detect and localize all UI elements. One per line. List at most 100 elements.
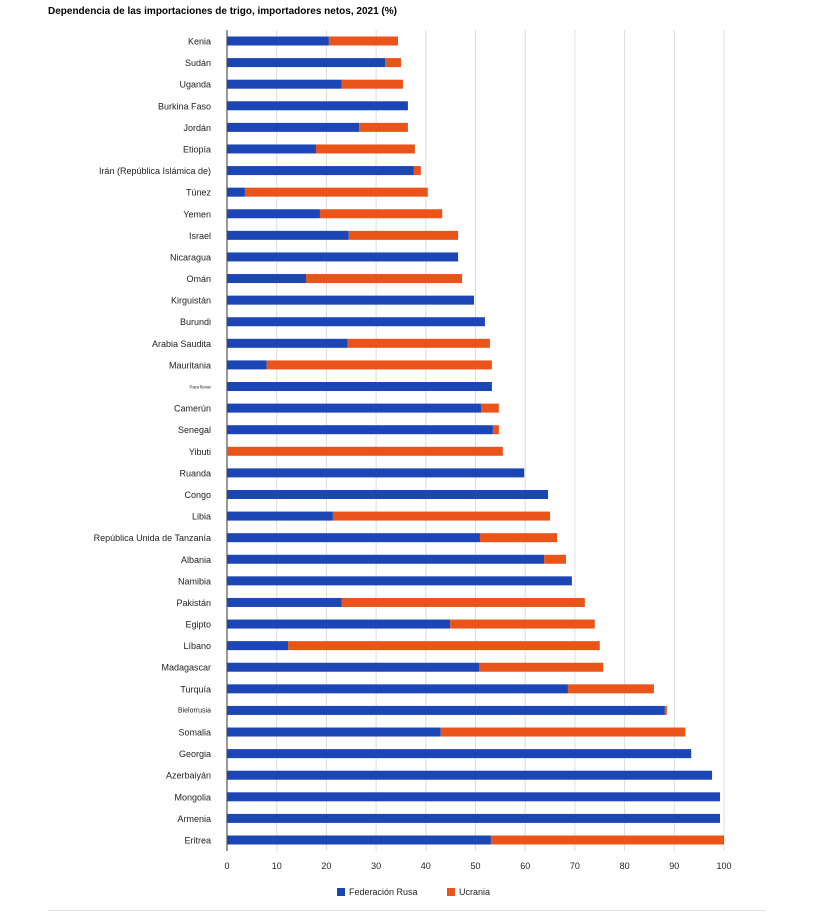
bar-ukraine bbox=[567, 684, 654, 694]
category-label: Israel bbox=[189, 231, 211, 241]
category-label: Georgia bbox=[179, 749, 211, 759]
bar-ukraine bbox=[315, 144, 415, 154]
bar-russia bbox=[227, 187, 245, 197]
category-label: Congo bbox=[184, 490, 211, 500]
category-label: Eritrea bbox=[184, 836, 211, 846]
bar-ukraine bbox=[492, 425, 499, 435]
category-label: Yibuti bbox=[189, 447, 211, 457]
x-tick-label: 10 bbox=[272, 861, 282, 871]
x-tick-label: 20 bbox=[321, 861, 331, 871]
bar-ukraine bbox=[359, 122, 408, 132]
legend-label: Federación Rusa bbox=[349, 887, 418, 897]
category-label: Omán bbox=[186, 274, 211, 284]
bar-ukraine bbox=[478, 662, 604, 672]
divider bbox=[48, 910, 765, 911]
category-label: Burundi bbox=[180, 317, 211, 327]
bar-ukraine bbox=[288, 641, 600, 651]
category-label: Turquía bbox=[180, 684, 211, 694]
bar-russia bbox=[227, 295, 475, 305]
bar-ukraine bbox=[440, 727, 686, 737]
bar-ukraine bbox=[227, 446, 503, 456]
bar-russia bbox=[227, 58, 386, 68]
category-label: Senegal bbox=[178, 425, 211, 435]
bar-russia bbox=[227, 101, 408, 111]
bar-russia bbox=[227, 770, 713, 780]
bar-russia bbox=[227, 813, 721, 823]
bar-russia bbox=[227, 144, 316, 154]
bar-ukraine bbox=[480, 403, 499, 413]
bar-russia bbox=[227, 360, 267, 370]
bar-ukraine bbox=[544, 554, 566, 564]
bar-ukraine bbox=[244, 187, 428, 197]
bar-russia bbox=[227, 79, 342, 89]
bar-ukraine bbox=[319, 209, 443, 219]
category-label: Etiopía bbox=[183, 144, 211, 154]
bar-russia bbox=[227, 662, 479, 672]
bar-russia bbox=[227, 122, 360, 132]
bar-ukraine bbox=[341, 597, 585, 607]
bar-ukraine bbox=[306, 274, 463, 284]
bar-ukraine bbox=[479, 533, 558, 543]
x-tick-label: 60 bbox=[520, 861, 530, 871]
category-label: Mauritania bbox=[169, 360, 211, 370]
category-label: Líbano bbox=[183, 641, 211, 651]
category-label: Somalia bbox=[178, 728, 211, 738]
bar-ukraine bbox=[347, 338, 490, 348]
bar-russia bbox=[227, 749, 692, 759]
category-label: Uganda bbox=[179, 80, 211, 90]
category-label: Nicaragua bbox=[170, 252, 211, 262]
bar-russia bbox=[227, 727, 441, 737]
bar-russia bbox=[227, 425, 493, 435]
category-label: Arabia Saudita bbox=[152, 339, 211, 349]
bar-russia bbox=[227, 835, 491, 845]
legend-label: Ucrania bbox=[459, 887, 490, 897]
bar-ukraine bbox=[450, 619, 595, 629]
category-label: Sudán bbox=[185, 58, 211, 68]
bar-russia bbox=[227, 166, 414, 176]
category-label: Camerún bbox=[174, 404, 211, 414]
bar-russia bbox=[227, 209, 320, 219]
category-label: Yemen bbox=[183, 209, 211, 219]
bar-russia bbox=[227, 641, 289, 651]
bar-russia bbox=[227, 554, 545, 564]
category-label: Para llevar bbox=[189, 385, 211, 390]
bar-russia bbox=[227, 684, 568, 694]
bar-russia bbox=[227, 252, 459, 262]
legend-swatch bbox=[447, 888, 455, 896]
bar-ukraine bbox=[413, 166, 421, 176]
bar-ukraine bbox=[341, 79, 403, 89]
bar-ukraine bbox=[332, 511, 551, 521]
bar-russia bbox=[227, 576, 572, 586]
bar-ukraine bbox=[266, 360, 492, 370]
x-tick-label: 40 bbox=[421, 861, 431, 871]
x-tick-label: 100 bbox=[716, 861, 731, 871]
bar-ukraine bbox=[348, 230, 459, 240]
x-tick-label: 70 bbox=[570, 861, 580, 871]
bar-russia bbox=[227, 792, 721, 802]
legend-swatch bbox=[337, 888, 345, 896]
category-label: Kenia bbox=[188, 37, 211, 47]
category-label: Túnez bbox=[186, 188, 212, 198]
bar-ukraine bbox=[385, 58, 401, 68]
x-tick-label: 90 bbox=[669, 861, 679, 871]
bar-russia bbox=[227, 403, 481, 413]
x-tick-label: 50 bbox=[470, 861, 480, 871]
bar-russia bbox=[227, 705, 665, 715]
category-label: Armenia bbox=[177, 814, 211, 824]
category-label: Azerbaiyán bbox=[166, 771, 211, 781]
bar-ukraine bbox=[328, 36, 398, 46]
x-tick-label: 80 bbox=[620, 861, 630, 871]
bar-russia bbox=[227, 317, 485, 327]
category-label: Bielorrusia bbox=[178, 707, 211, 714]
category-label: Ruanda bbox=[179, 468, 211, 478]
category-label: Mongolia bbox=[174, 792, 211, 802]
category-label: Burkina Faso bbox=[158, 101, 211, 111]
category-label: Kirguistán bbox=[171, 296, 211, 306]
chart-title: Dependencia de las importaciones de trig… bbox=[48, 6, 397, 17]
category-label: Namibia bbox=[178, 576, 211, 586]
bar-russia bbox=[227, 36, 329, 46]
category-label: Albania bbox=[181, 555, 211, 565]
bar-russia bbox=[227, 382, 492, 392]
bar-ukraine bbox=[490, 835, 724, 845]
